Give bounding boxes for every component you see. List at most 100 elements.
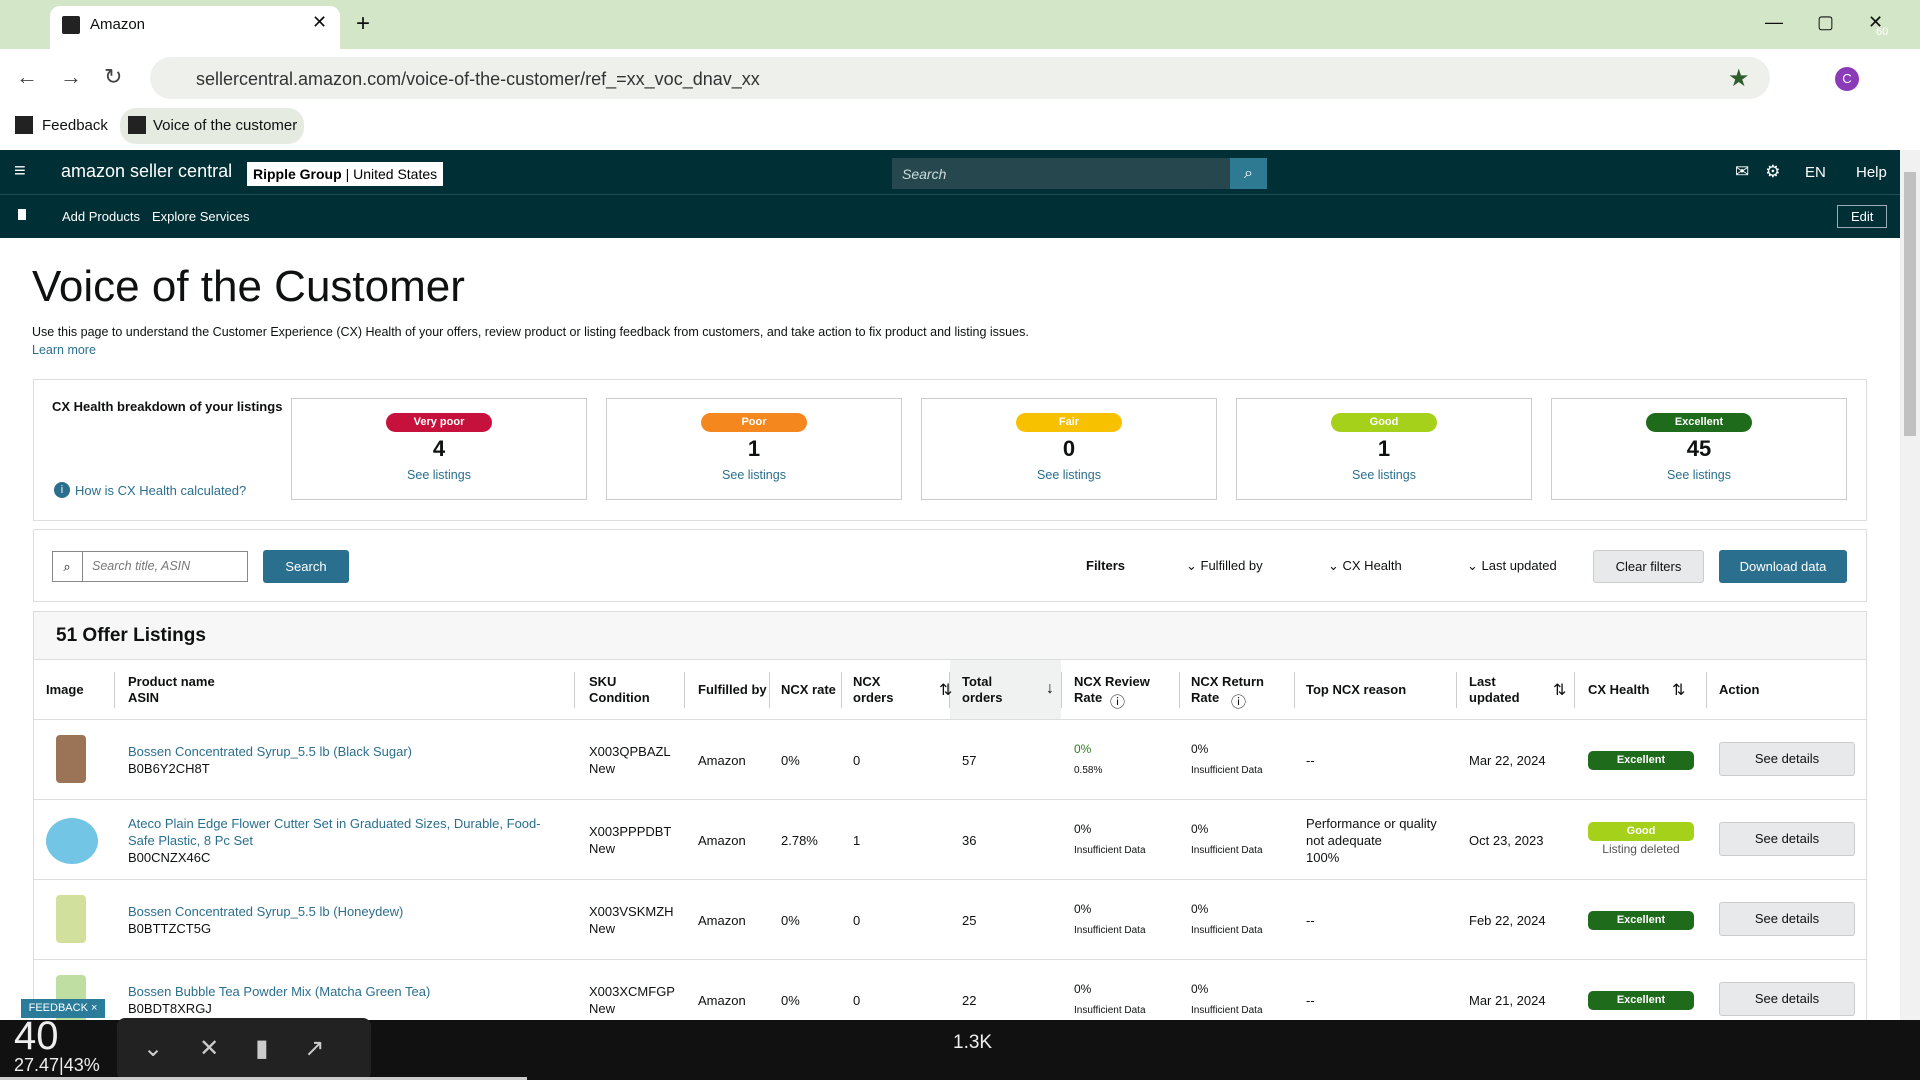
product-name[interactable]: Bossen Concentrated Syrup_5.5 lb (Honeyd… [128, 904, 404, 919]
search-button[interactable]: Search [263, 550, 349, 583]
scroll-thumb[interactable] [1904, 172, 1916, 436]
edit[interactable]: Edit [1837, 205, 1888, 228]
info-icon[interactable]: ⓘ [1110, 694, 1126, 711]
nav-link[interactable]: Explore Services [152, 209, 250, 224]
see-listings[interactable]: See listings [1667, 468, 1731, 482]
cell: X003XCMFGP New [589, 960, 689, 1040]
ncx-rate: 0% [781, 912, 800, 928]
total-orders: 22 [962, 992, 977, 1008]
cx-help[interactable]: How is CX Health calculated? [75, 483, 247, 498]
see-listings[interactable]: See listings [407, 468, 471, 482]
return-sub: Insufficient Data [1191, 765, 1263, 776]
column-separator [1706, 672, 1707, 708]
search-placeholder: Search title, ASIN [92, 559, 191, 573]
store-picker[interactable]: Ripple Group | United States [247, 162, 444, 186]
cell: Bossen Concentrated Syrup_5.5 lb (Black … [128, 720, 558, 800]
condition: New [589, 761, 616, 776]
learn-more[interactable]: Learn more [32, 343, 96, 357]
dropdown[interactable]: ⌄ Last updated [1467, 558, 1557, 573]
sort-icon[interactable]: ↓ [1046, 680, 1054, 697]
column-header: SKU Condition [589, 660, 650, 719]
dropdown-label: Last updated [1481, 558, 1557, 573]
search-button[interactable]: ⌕ [1230, 158, 1267, 189]
sort-icon[interactable]: ⇅ [1672, 682, 1686, 699]
filters-label: Filters [1086, 558, 1126, 573]
ncx-orders: 0 [853, 752, 861, 768]
return-sub: Insufficient Data [1191, 1005, 1263, 1016]
cell: 0% [781, 960, 851, 1040]
see-details[interactable]: See details [1719, 982, 1855, 1016]
review-rate: 0% [1074, 902, 1092, 916]
info-icon[interactable]: ⓘ [1231, 694, 1247, 711]
control-group[interactable]: ⌄✕▮↗ [117, 1018, 371, 1080]
column-label: Last [1469, 673, 1496, 689]
product-name[interactable]: Bossen Concentrated Syrup_5.5 lb (Black … [128, 744, 412, 759]
bookmark[interactable]: Feedback [42, 117, 108, 134]
cx-card [606, 398, 902, 500]
column-label: Rate [1191, 689, 1220, 705]
sku: X003XCMFGP [589, 984, 675, 999]
dropdown[interactable]: ⌄ CX Health [1328, 558, 1402, 573]
star[interactable]: ★ [1728, 65, 1750, 92]
review-rate: 0% [1074, 822, 1092, 836]
tab-close[interactable]: ✕ [312, 12, 328, 32]
cell: Amazon [698, 800, 778, 880]
language[interactable]: EN [1805, 164, 1826, 181]
clear-filters[interactable]: Clear filters [1593, 550, 1704, 583]
bookmark-active[interactable] [120, 108, 304, 144]
total-orders: 25 [962, 912, 977, 928]
column-separator [1456, 672, 1457, 708]
omnibox[interactable] [150, 57, 1770, 99]
column-separator [1179, 672, 1180, 708]
cell: 57 [962, 720, 1052, 800]
sort-icon[interactable]: ⇅ [1553, 682, 1567, 699]
dropdown[interactable]: ⌄ Fulfilled by [1186, 558, 1263, 573]
ncx-reason: 100% [1306, 849, 1340, 865]
see-listings[interactable]: See listings [1037, 468, 1101, 482]
bookmark[interactable]: Voice of the customer [153, 117, 298, 134]
search[interactable] [892, 158, 1230, 189]
nav-link[interactable]: Add Products [62, 209, 141, 224]
sort-icon[interactable]: ⇅ [939, 682, 953, 699]
cell: 0% Insufficient Data [1191, 960, 1301, 1040]
profile[interactable]: C [1835, 67, 1859, 91]
column-label: NCX Review [1074, 673, 1150, 689]
see-details[interactable]: See details [1719, 822, 1855, 856]
new-tab[interactable]: + [356, 10, 371, 37]
cell: -- [1306, 960, 1456, 1040]
help[interactable]: Help [1856, 164, 1887, 181]
cell: Bossen Bubble Tea Powder Mix (Matcha Gre… [128, 960, 558, 1040]
last-updated: Feb 22, 2024 [1469, 912, 1546, 928]
column-label: SKU [589, 673, 617, 689]
tab[interactable] [50, 6, 340, 49]
stats: 27.47|43% [14, 1055, 100, 1075]
ncx-rate: 2.78% [781, 832, 818, 848]
see-listings[interactable]: See listings [722, 468, 786, 482]
download-data[interactable]: Download data [1719, 550, 1847, 583]
review-rate: 0% [1074, 742, 1092, 756]
return-rate: 0% [1191, 902, 1209, 916]
header-icons[interactable]: ✉⚙ [1735, 162, 1797, 181]
cell: 0% Insufficient Data [1074, 800, 1184, 880]
column-label: Image [46, 681, 84, 697]
total-orders: 57 [962, 752, 977, 768]
cell: Ateco Plain Edge Flower Cutter Set in Gr… [128, 800, 558, 880]
see-details[interactable]: See details [1719, 742, 1855, 776]
window-controls[interactable]: —▢✕ [1765, 12, 1918, 32]
product-name[interactable]: Ateco Plain Edge Flower Cutter Set in Gr… [128, 815, 541, 848]
see-listings[interactable]: See listings [1352, 468, 1416, 482]
cx-health-badge: Good [1588, 822, 1694, 841]
cell: 0% Insufficient Data [1191, 800, 1301, 880]
menu[interactable]: ≡ [14, 160, 26, 182]
cell: 36 [962, 800, 1052, 880]
feedback-tag[interactable]: FEEDBACK × [21, 999, 105, 1018]
fulfilled-by: Amazon [698, 992, 746, 1008]
product-name[interactable]: Bossen Bubble Tea Powder Mix (Matcha Gre… [128, 984, 431, 999]
total-orders: 36 [962, 832, 977, 848]
column-label: Fulfilled by [698, 681, 767, 697]
return-rate: 0% [1191, 742, 1209, 756]
cell: Good Listing deleted [1586, 800, 1696, 880]
nav-buttons[interactable]: ←→↻ [16, 64, 145, 89]
search-box[interactable] [52, 551, 248, 582]
see-details[interactable]: See details [1719, 902, 1855, 936]
